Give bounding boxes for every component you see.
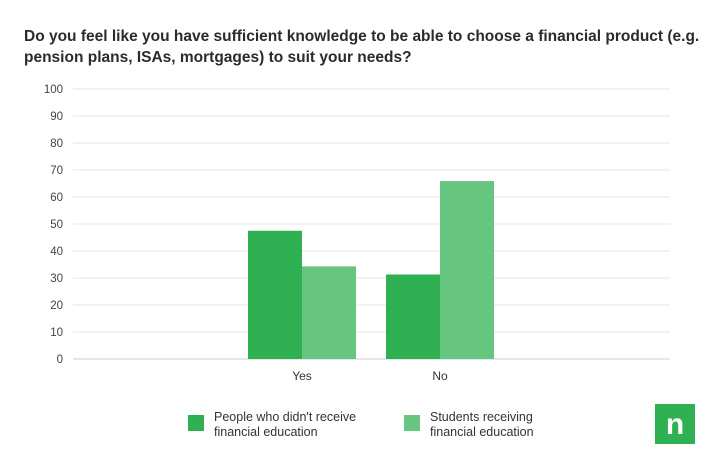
y-tick-label: 10 (50, 327, 63, 339)
legend-label-no-education: People who didn't receive financial educ… (214, 410, 374, 440)
legend-item-no-education: People who didn't receive financial educ… (188, 410, 374, 440)
legend-item-with-education: Students receiving financial education (404, 410, 590, 440)
brand-logo-icon: n (655, 404, 695, 444)
y-tick-label: 90 (50, 111, 63, 123)
legend: People who didn't receive financial educ… (188, 410, 590, 440)
bar (302, 266, 356, 359)
y-tick-label: 70 (50, 165, 63, 177)
bar (248, 230, 302, 359)
x-category-label: No (432, 369, 448, 383)
y-tick-label: 80 (50, 138, 63, 150)
bar-chart: 0 10 20 30 40 50 60 70 80 90 100 Yes No (44, 84, 670, 383)
y-tick-label: 0 (57, 354, 63, 366)
bar (386, 274, 440, 359)
y-tick-label: 20 (50, 300, 63, 312)
legend-label-line: financial education (430, 425, 534, 439)
legend-label-line: People who didn't receive (214, 410, 357, 424)
x-category-label: Yes (292, 369, 312, 383)
y-tick-label: 40 (50, 246, 63, 258)
y-tick-label: 60 (50, 192, 63, 204)
legend-label-line: Students receiving (430, 410, 533, 424)
legend-label-with-education: Students receiving financial education (430, 410, 590, 440)
logo-letter: n (666, 408, 684, 441)
legend-swatch-no-education (188, 415, 204, 431)
legend-label-line: financial education (214, 425, 318, 439)
y-tick-label: 30 (50, 273, 63, 285)
legend-swatch-with-education (404, 415, 420, 431)
y-tick-label: 50 (50, 219, 63, 231)
bar (440, 181, 494, 359)
y-tick-label: 100 (44, 84, 63, 96)
chart-title: Do you feel like you have sufficient kno… (24, 28, 700, 66)
